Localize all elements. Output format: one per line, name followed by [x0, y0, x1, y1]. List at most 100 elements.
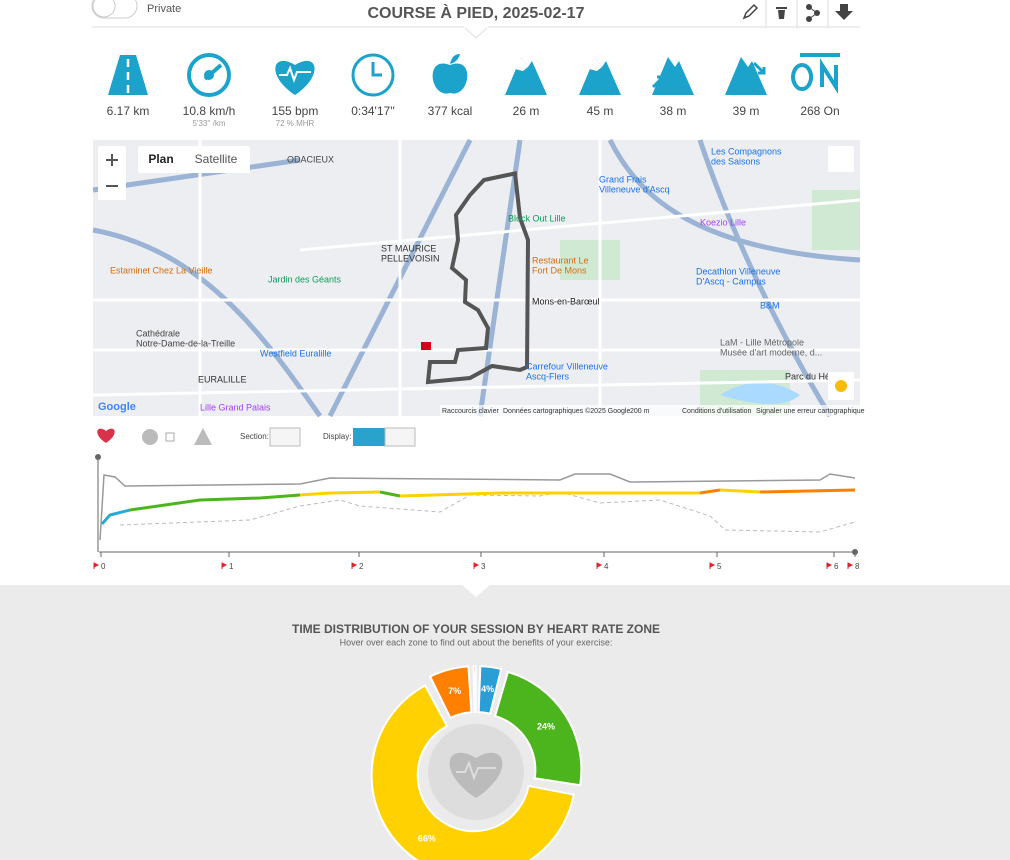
map-logo: Google — [98, 401, 136, 413]
start-flag — [421, 342, 431, 350]
km-flag — [847, 562, 854, 569]
x-label: 1 — [229, 562, 234, 571]
speed-toggle[interactable] — [142, 429, 158, 445]
map-label: LaM - Lille Métropole — [720, 337, 804, 347]
map-label: Notre-Dame-de-la-Treille — [136, 338, 235, 348]
snow — [515, 57, 528, 71]
up-arrow — [651, 75, 665, 89]
stat-value: 6.17 km — [107, 104, 150, 118]
mountain — [579, 57, 621, 95]
zone-label: 66% — [418, 833, 436, 843]
km-flag — [596, 562, 603, 569]
zone-slice[interactable] — [370, 684, 575, 860]
delete-button[interactable] — [776, 7, 787, 19]
stat-value: 38 m — [660, 104, 687, 118]
hr-line — [399, 491, 700, 498]
heart-pulse — [456, 760, 496, 781]
park — [560, 190, 860, 416]
map-label: Les Compagnons — [711, 146, 782, 156]
stat-icon — [108, 55, 148, 95]
map-footer-text: Conditions d'utilisation — [682, 408, 752, 415]
session-title: COURSE À PIED, 2025-02-17 — [368, 3, 585, 22]
leaf — [450, 54, 460, 64]
edit-button[interactable] — [742, 3, 759, 20]
map-label: EURALILLE — [198, 374, 247, 384]
fullscreen-button[interactable] — [828, 146, 854, 172]
notch-mask — [464, 26, 488, 28]
map-label: des Saisons — [711, 156, 761, 166]
map-label: PELLEVOISIN — [381, 253, 440, 263]
heart-toggle[interactable] — [97, 428, 115, 443]
stat-icon — [432, 54, 468, 94]
speed-dropdown[interactable] — [165, 432, 175, 442]
zone-slice[interactable] — [477, 665, 503, 715]
map-label: Parc du Héron — [785, 371, 843, 381]
map-label: Jardin des Géants — [268, 274, 342, 284]
download-button[interactable] — [835, 4, 853, 20]
hr-line — [699, 488, 721, 495]
mountain — [725, 57, 767, 95]
stat-icon — [579, 57, 621, 95]
map-type-button[interactable]: Satellite — [195, 152, 238, 166]
stat-icon — [651, 57, 694, 95]
map-label: Decathlon Villeneuve — [696, 266, 780, 276]
map-label: Koezio Lille — [700, 217, 746, 227]
mountain — [505, 57, 547, 95]
stat-icon — [791, 53, 840, 94]
route — [425, 171, 531, 385]
zoom-control[interactable] — [98, 146, 126, 200]
stat-icon — [275, 60, 315, 95]
min-line — [119, 491, 856, 533]
section-button[interactable] — [269, 427, 301, 447]
mountain — [652, 57, 694, 95]
hands — [371, 62, 382, 77]
map-footer-text: Signaler une erreur cartographique — [756, 408, 865, 415]
toggle-knob — [92, 0, 116, 18]
hr-line — [719, 488, 761, 494]
x-label: 3 — [481, 562, 486, 571]
map-footer-text: 200 m — [630, 408, 650, 415]
gauge — [187, 53, 231, 97]
display-label: Display: — [323, 432, 351, 441]
zone-label: 4% — [481, 684, 494, 694]
zone-slice[interactable] — [493, 670, 583, 787]
map-type-button[interactable]: Plan — [148, 152, 173, 166]
map-footer-text: Données cartographiques ©2025 Google — [503, 407, 630, 415]
zone-label: 7% — [448, 686, 461, 696]
x-label: 8 — [855, 562, 860, 571]
display-line-button[interactable] — [353, 428, 385, 446]
altitude-toggle[interactable] — [194, 428, 212, 445]
km-flag — [473, 562, 480, 569]
map-label: Block Out Lille — [508, 213, 566, 223]
map-label: ST MAURICE — [381, 243, 436, 253]
graph-controls: Section: Display: — [97, 427, 416, 447]
map-label: Grand Frais — [599, 174, 647, 184]
display-bar-button[interactable] — [384, 427, 416, 447]
water — [720, 382, 800, 404]
map-label: ODACIEUX — [287, 154, 334, 164]
stat-sub: 72 % MHR — [276, 119, 315, 128]
zone-slice[interactable] — [472, 664, 477, 714]
x-label: 0 — [101, 562, 106, 571]
pegman-figure — [835, 380, 847, 392]
stat-value: 45 m — [587, 104, 614, 118]
elevation-graph: 0 1 2 3 4 5 6 8 — [93, 454, 860, 571]
down-arrow — [752, 61, 766, 75]
km-flag — [709, 562, 716, 569]
notch — [462, 26, 490, 39]
hr-line — [299, 490, 381, 497]
clock — [351, 53, 395, 97]
stat-value: 377 kcal — [428, 104, 473, 118]
zone-slice[interactable] — [428, 665, 473, 720]
zone-donut: 4% 24% 66% 7% — [370, 664, 583, 860]
map-label: Ascq-Flers — [526, 371, 570, 381]
share-button[interactable] — [806, 4, 820, 22]
map-label: Westfield Euralille — [260, 348, 331, 358]
km-flag — [221, 562, 228, 569]
map-label: Lille Grand Palais — [200, 402, 271, 412]
x-label: 2 — [359, 562, 364, 571]
